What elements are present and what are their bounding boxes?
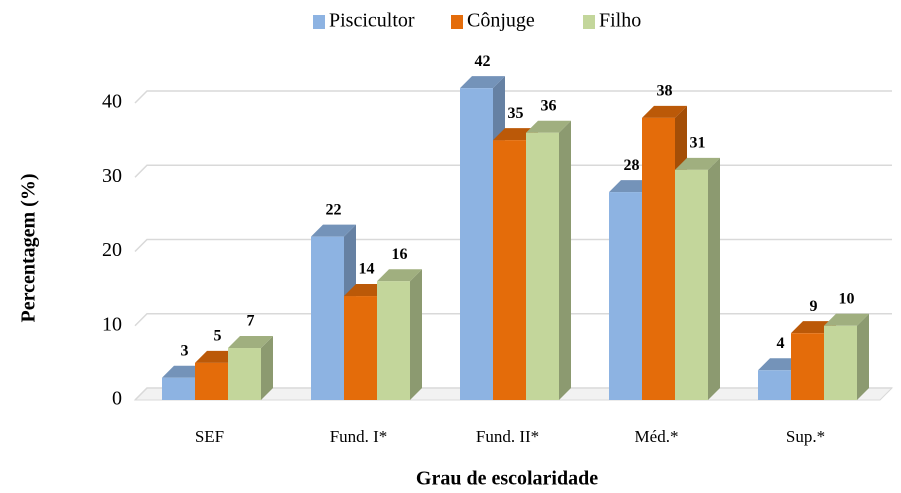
value-label: 28: [624, 157, 640, 174]
bar-top: [377, 269, 422, 282]
bar: [195, 362, 228, 400]
y-tick-label: 30: [102, 165, 122, 187]
x-tick-label: Fund. II*: [476, 427, 539, 446]
grid-line: [134, 90, 892, 104]
legend-swatch: [583, 15, 595, 29]
bar: [228, 348, 261, 400]
value-label: 7: [247, 313, 255, 330]
bar-top: [675, 157, 720, 170]
bar-top: [642, 105, 687, 118]
legend-label: Filho: [599, 10, 641, 32]
bar: [460, 88, 493, 401]
bar-side: [559, 120, 571, 400]
y-tick-label: 40: [102, 91, 122, 113]
bar: [609, 192, 642, 400]
value-label: 4: [777, 335, 785, 352]
value-label: 31: [690, 134, 706, 151]
bar-top: [311, 224, 356, 237]
bar: [526, 132, 559, 400]
bar-top: [526, 120, 571, 133]
bar: [675, 169, 708, 400]
bar: [493, 140, 526, 400]
bar: [344, 296, 377, 400]
y-tick-label: 10: [102, 313, 122, 335]
legend-swatch: [313, 15, 325, 29]
value-label: 36: [541, 97, 557, 114]
bar: [791, 333, 824, 400]
bar-top: [228, 336, 273, 349]
legend-label: Piscicultor: [329, 10, 415, 32]
x-tick-label: SEF: [195, 427, 224, 446]
x-tick-label: Méd.*: [635, 427, 679, 446]
bar-side: [708, 157, 720, 400]
bar-side: [410, 269, 422, 400]
value-label: 22: [326, 201, 342, 218]
value-label: 35: [508, 105, 524, 122]
bar: [758, 370, 791, 400]
y-tick-label: 0: [112, 388, 122, 410]
bar-top: [460, 76, 505, 89]
value-label: 5: [214, 328, 222, 345]
value-label: 42: [475, 53, 491, 70]
bar-side: [857, 313, 869, 400]
x-tick-label: Fund. I*: [330, 427, 388, 446]
legend-swatch: [451, 15, 463, 29]
bar: [311, 236, 344, 400]
bar: [824, 325, 857, 400]
bar: [377, 281, 410, 400]
x-axis-title: Grau de escolaridade: [416, 468, 598, 490]
value-label: 10: [839, 290, 855, 307]
bar-top: [824, 313, 869, 326]
value-label: 14: [359, 261, 375, 278]
value-label: 9: [810, 298, 818, 315]
y-tick-label: 20: [102, 239, 122, 261]
x-tick-label: Sup.*: [786, 427, 825, 446]
y-axis-title: Percentagem (%): [18, 173, 40, 322]
value-label: 3: [181, 342, 189, 359]
legend-label: Cônjuge: [467, 10, 535, 32]
bar: [642, 117, 675, 400]
bar: [162, 377, 195, 400]
value-label: 38: [657, 83, 673, 100]
value-label: 16: [392, 246, 408, 263]
bar-side: [261, 336, 273, 400]
